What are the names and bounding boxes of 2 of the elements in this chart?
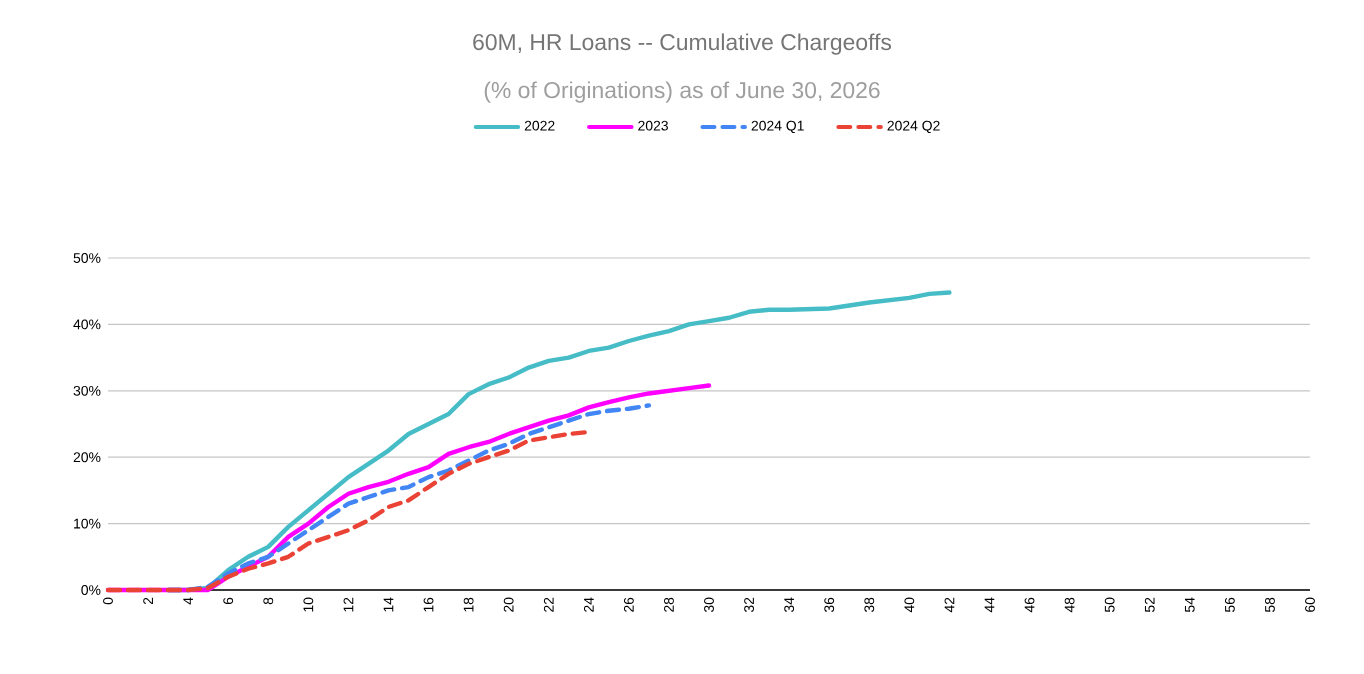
chart-subtitle: (% of Originations) as of June 30, 2026 (484, 81, 880, 103)
chart-title: 60M, HR Loans -- Cumulative Chargeoffs (473, 33, 892, 55)
